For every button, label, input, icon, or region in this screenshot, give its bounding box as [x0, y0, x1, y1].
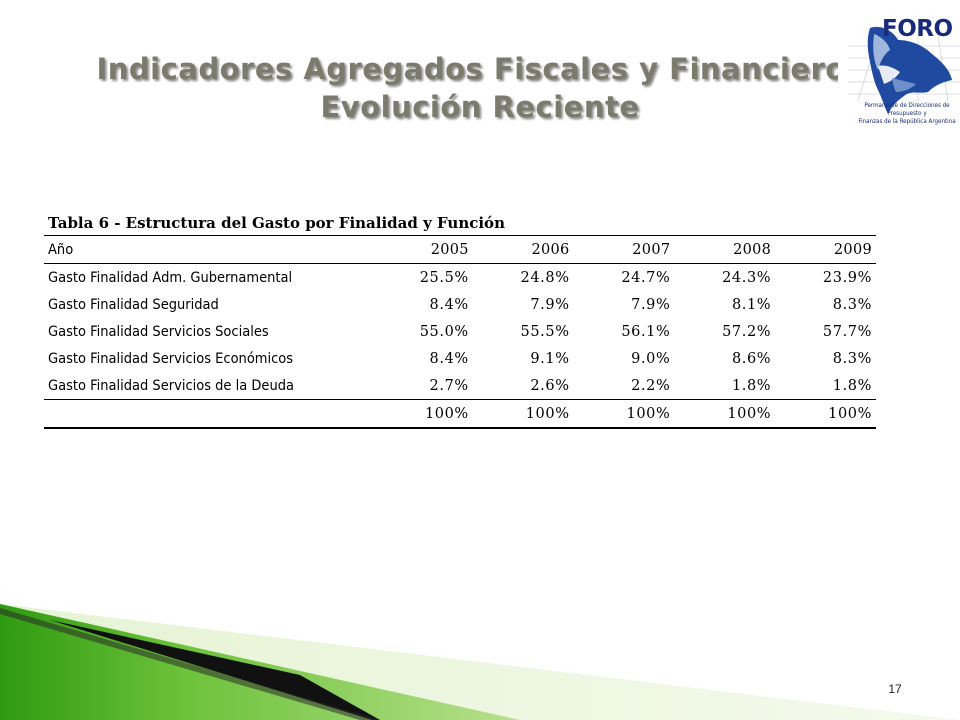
table-row: Gasto Finalidad Servicios Sociales 55.0%…: [44, 318, 876, 345]
total-cell: 100%: [372, 399, 473, 429]
table-cell: 8.3%: [832, 296, 872, 313]
foro-logo: FORO Permanente de Direcciones de Presup…: [838, 6, 960, 152]
row-label: Gasto Finalidad Seguridad: [48, 296, 219, 313]
table-cell: 57.7%: [822, 323, 872, 340]
expenditure-table-block: Tabla 6 - Estructura del Gasto por Final…: [44, 214, 876, 429]
table-cell: 2.2%: [573, 372, 675, 400]
table-cell: 24.3%: [722, 269, 772, 286]
header-year: 2007: [573, 235, 675, 264]
logo-wordmark: FORO: [882, 16, 953, 42]
table-cell: 55.0%: [419, 323, 469, 340]
header-year: 2006: [472, 235, 574, 264]
table-cell: 9.0%: [631, 350, 671, 367]
expenditure-table: Año 2005 2006 2007 2008 2009 Gasto Final…: [44, 235, 876, 429]
decorative-swoosh: [0, 604, 960, 720]
table-cell: 1.8%: [775, 372, 876, 400]
table-total-row: 100% 100% 100% 100% 100%: [44, 399, 876, 429]
total-cell: 100%: [775, 399, 876, 429]
table-row: Gasto Finalidad Servicios de la Deuda 2.…: [44, 372, 876, 400]
table-cell: 8.4%: [429, 350, 469, 367]
page-number: 17: [888, 682, 902, 696]
row-label: Gasto Finalidad Adm. Gubernamental: [48, 269, 293, 286]
header-year: 2005: [372, 235, 473, 264]
table-row: Gasto Finalidad Seguridad 8.4% 7.9% 7.9%…: [44, 291, 876, 318]
table-cell: 24.8%: [520, 269, 570, 286]
slide-title: Indicadores Agregados Fiscales y Financi…: [60, 50, 900, 126]
row-label: Gasto Finalidad Servicios de la Deuda: [44, 372, 372, 400]
row-label: Gasto Finalidad Servicios Sociales: [48, 323, 269, 340]
table-cell: 7.9%: [530, 296, 570, 313]
total-cell: 100%: [674, 399, 776, 429]
total-label: [44, 399, 372, 429]
table-cell: 24.7%: [621, 269, 671, 286]
total-cell: 100%: [472, 399, 574, 429]
header-year: 2008: [674, 235, 776, 264]
table-row: Gasto Finalidad Adm. Gubernamental 25.5%…: [44, 264, 876, 292]
row-label: Gasto Finalidad Servicios Económicos: [48, 350, 294, 367]
table-cell: 2.6%: [472, 372, 574, 400]
table-cell: 8.3%: [832, 350, 872, 367]
header-year: 2009: [775, 235, 876, 264]
table-cell: 9.1%: [530, 350, 570, 367]
total-cell: 100%: [573, 399, 675, 429]
table-cell: 8.6%: [731, 350, 772, 367]
logo-caption-line-1: Permanente de Direcciones de Presupuesto…: [864, 102, 950, 117]
table-cell: 55.5%: [520, 323, 570, 340]
table-cell: 56.1%: [621, 323, 671, 340]
logo-caption: Permanente de Direcciones de Presupuesto…: [854, 102, 960, 126]
table-caption: Tabla 6 - Estructura del Gasto por Final…: [48, 214, 505, 232]
table-cell: 23.9%: [822, 269, 872, 286]
table-header-row: Año 2005 2006 2007 2008 2009: [44, 235, 876, 264]
table-cell: 25.5%: [419, 269, 469, 286]
argentina-map-icon: [848, 26, 960, 115]
slide-title-line-1: Indicadores Agregados Fiscales y Financi…: [96, 52, 864, 86]
logo-caption-line-2: Finanzas de la República Argentina: [858, 118, 956, 125]
table-cell: 7.9%: [631, 296, 671, 313]
slide-title-line-2: Evolución Reciente: [320, 90, 640, 124]
table-cell: 57.2%: [722, 323, 772, 340]
table-cell: 8.1%: [731, 296, 772, 313]
table-row: Gasto Finalidad Servicios Económicos 8.4…: [44, 345, 876, 372]
header-label-ano: Año: [44, 235, 372, 264]
table-cell: 2.7%: [372, 372, 473, 400]
table-cell: 8.4%: [429, 296, 469, 313]
table-cell: 1.8%: [674, 372, 776, 400]
